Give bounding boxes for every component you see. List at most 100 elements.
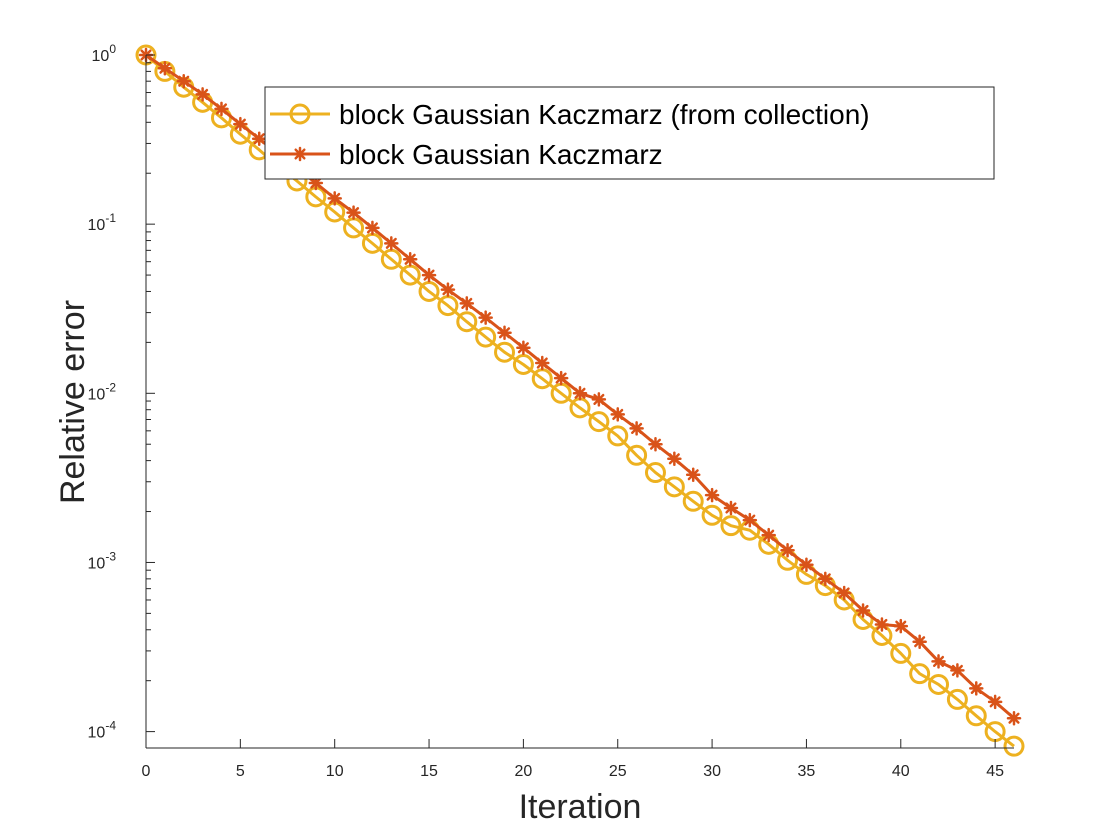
x-tick-label: 40 bbox=[892, 763, 910, 780]
x-tick-label: 0 bbox=[142, 763, 151, 780]
circle-marker bbox=[512, 354, 534, 376]
x-tick-label: 5 bbox=[236, 763, 245, 780]
asterisk-stroke bbox=[536, 357, 548, 369]
asterisk-marker bbox=[969, 681, 984, 696]
asterisk-marker bbox=[478, 310, 493, 325]
circle-marker bbox=[663, 476, 685, 498]
x-tick-label: 10 bbox=[326, 763, 344, 780]
legend-entry: block Gaussian Kaczmarz (from collection… bbox=[270, 99, 870, 130]
asterisk-stroke bbox=[1008, 712, 1020, 724]
asterisk-marker bbox=[610, 407, 625, 422]
asterisk-stroke bbox=[782, 544, 794, 556]
asterisk-marker bbox=[629, 421, 644, 436]
asterisk-marker bbox=[251, 131, 267, 146]
asterisk-stroke bbox=[895, 620, 907, 632]
asterisk-marker bbox=[421, 267, 437, 283]
asterisk-stroke bbox=[668, 453, 680, 465]
circle-marker bbox=[644, 462, 666, 484]
asterisk-marker bbox=[723, 500, 739, 516]
x-tick-label: 25 bbox=[609, 763, 627, 780]
asterisk-stroke bbox=[574, 387, 586, 399]
circle-marker bbox=[626, 444, 648, 466]
asterisk-stroke bbox=[914, 636, 926, 648]
asterisk-marker bbox=[836, 585, 852, 601]
asterisk-marker bbox=[931, 654, 946, 669]
circle-marker bbox=[1003, 735, 1025, 757]
asterisk-stroke bbox=[215, 103, 228, 115]
circle-marker bbox=[946, 688, 968, 710]
asterisk-stroke bbox=[234, 118, 246, 130]
asterisk-stroke bbox=[366, 222, 378, 234]
ticks-layer: 0 5 10 15 20 25 30 35 40 45 100 10-1 10-2 10-3 10-4 bbox=[88, 42, 1005, 780]
asterisk-stroke bbox=[857, 604, 869, 617]
asterisk-stroke bbox=[989, 696, 1001, 708]
asterisk-marker bbox=[459, 296, 475, 311]
asterisk-stroke bbox=[706, 489, 718, 501]
asterisk-marker bbox=[346, 205, 361, 220]
asterisk-marker bbox=[591, 392, 607, 407]
asterisk-marker bbox=[742, 512, 758, 528]
circle-marker bbox=[965, 705, 987, 727]
asterisk-marker bbox=[799, 557, 814, 572]
asterisk-stroke bbox=[649, 438, 662, 450]
asterisk-stroke bbox=[197, 88, 209, 100]
x-axis-label: Iteration bbox=[519, 788, 642, 826]
asterisk-marker bbox=[384, 236, 399, 251]
asterisk-marker bbox=[214, 101, 229, 117]
asterisk-stroke bbox=[178, 75, 190, 87]
legend-entry: block Gaussian Kaczmarz bbox=[270, 139, 663, 170]
asterisk-marker bbox=[440, 282, 456, 297]
asterisk-marker bbox=[704, 487, 720, 503]
circle-marker bbox=[607, 425, 629, 447]
y-axis-label: Relative error bbox=[54, 300, 92, 504]
asterisk-stroke bbox=[294, 148, 306, 160]
asterisk-stroke bbox=[517, 342, 529, 354]
asterisk-marker bbox=[535, 355, 550, 371]
asterisk-stroke bbox=[348, 207, 360, 219]
legend-marker bbox=[292, 146, 308, 162]
circle-marker bbox=[475, 326, 497, 348]
asterisk-stroke bbox=[876, 618, 888, 631]
asterisk-stroke bbox=[725, 502, 737, 514]
asterisk-marker bbox=[874, 617, 890, 632]
circle-marker bbox=[701, 504, 723, 526]
circle-marker bbox=[456, 311, 478, 333]
asterisk-stroke bbox=[442, 284, 454, 296]
asterisk-stroke bbox=[159, 62, 171, 74]
legend-label: block Gaussian Kaczmarz (from collection… bbox=[339, 99, 870, 130]
asterisk-stroke bbox=[310, 177, 322, 189]
asterisk-marker bbox=[893, 618, 909, 634]
asterisk-marker bbox=[292, 146, 308, 162]
x-tick-label: 45 bbox=[986, 763, 1004, 780]
asterisk-marker bbox=[516, 340, 531, 355]
asterisk-stroke bbox=[763, 529, 775, 541]
x-tick-label: 20 bbox=[514, 763, 532, 780]
circle-marker bbox=[418, 280, 440, 302]
asterisk-stroke bbox=[423, 269, 435, 281]
asterisk-marker bbox=[365, 220, 380, 236]
asterisk-stroke bbox=[951, 664, 963, 676]
x-tick-label: 35 bbox=[798, 763, 816, 780]
asterisk-stroke bbox=[800, 559, 812, 571]
legend-marker bbox=[289, 103, 311, 125]
asterisk-marker bbox=[157, 60, 173, 76]
asterisk-stroke bbox=[480, 312, 492, 324]
asterisk-stroke bbox=[838, 587, 850, 599]
circle-marker bbox=[890, 642, 912, 664]
asterisk-marker bbox=[176, 73, 191, 89]
asterisk-stroke bbox=[404, 253, 416, 265]
asterisk-marker bbox=[761, 527, 776, 543]
series-standard bbox=[138, 47, 1022, 726]
asterisk-stroke bbox=[385, 237, 397, 249]
asterisk-marker bbox=[572, 386, 588, 401]
asterisk-marker bbox=[195, 87, 210, 102]
circle-marker bbox=[682, 490, 704, 512]
asterisk-marker bbox=[780, 543, 795, 558]
asterisk-stroke bbox=[593, 393, 605, 405]
y-tick-label: 100 bbox=[92, 42, 117, 65]
asterisk-stroke bbox=[555, 372, 567, 384]
asterisk-marker bbox=[987, 694, 1003, 710]
circle-marker bbox=[909, 663, 931, 685]
asterisk-marker bbox=[553, 370, 569, 386]
